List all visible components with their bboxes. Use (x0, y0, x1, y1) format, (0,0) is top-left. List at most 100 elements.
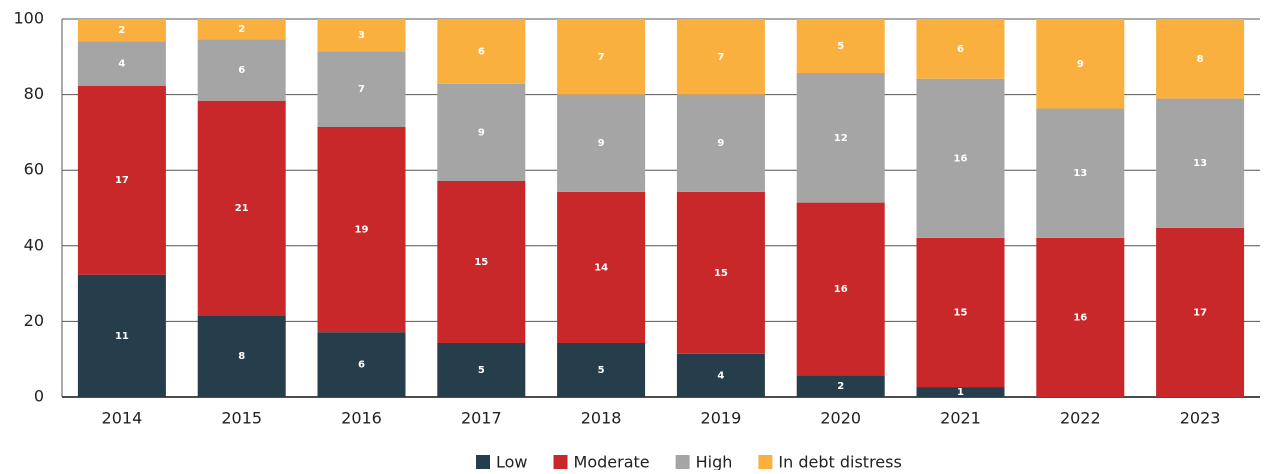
x-tick-label: 2019 (701, 409, 742, 428)
data-label: 7 (717, 52, 724, 63)
data-label: 12 (834, 133, 848, 144)
bar-segment (437, 343, 526, 397)
bar-segment (796, 202, 885, 376)
bar-segment (437, 83, 526, 181)
data-label: 13 (1193, 158, 1207, 169)
data-label: 6 (478, 46, 485, 57)
data-label: 17 (1193, 307, 1207, 318)
bar-segment (317, 19, 406, 52)
y-tick-label: 100 (13, 9, 44, 28)
data-label: 1 (957, 387, 964, 398)
bar-segment (676, 94, 765, 192)
legend-label: High (696, 453, 733, 471)
bar-segment (1036, 108, 1125, 238)
x-tick-label: 2016 (341, 409, 382, 428)
bar-segment (317, 332, 406, 397)
data-label: 9 (717, 138, 724, 149)
bar-segment (916, 19, 1005, 79)
data-label: 11 (115, 331, 129, 342)
data-label: 21 (235, 203, 249, 214)
data-label: 4 (717, 370, 724, 381)
data-label: 5 (598, 365, 605, 376)
data-label: 5 (837, 41, 844, 52)
bar-segment (916, 237, 1005, 388)
data-label: 5 (478, 365, 485, 376)
bar-segment (197, 315, 286, 397)
bar-segment (77, 19, 166, 42)
data-label: 16 (954, 153, 968, 164)
bar-segment (557, 343, 646, 397)
data-label: 17 (115, 175, 129, 186)
bar-segment (197, 100, 286, 316)
legend-swatch (675, 455, 690, 469)
x-tick-label: 2018 (581, 409, 622, 428)
bar-segment (77, 274, 166, 397)
data-label: 16 (1073, 312, 1087, 323)
data-label: 9 (598, 138, 605, 149)
bar-segment (1156, 227, 1245, 397)
legend-label: Low (496, 453, 528, 471)
legend-label: Moderate (574, 453, 650, 471)
y-tick-label: 40 (24, 235, 44, 254)
data-label: 9 (478, 127, 485, 138)
x-tick-label: 2021 (940, 409, 981, 428)
data-label: 14 (594, 262, 608, 273)
bar-segment (916, 387, 1005, 397)
data-label: 8 (238, 351, 245, 362)
legend-label: In debt distress (778, 453, 901, 471)
bar-segment (796, 375, 885, 397)
data-label: 6 (238, 65, 245, 76)
bar-segment (557, 94, 646, 192)
bar-segment (1156, 19, 1245, 99)
bar-segment (676, 191, 765, 354)
bar-segment (77, 41, 166, 86)
bar-segment (1036, 19, 1125, 109)
y-tick-label: 0 (34, 387, 44, 406)
bar-segment (437, 181, 526, 343)
bar-segment (197, 39, 286, 101)
y-tick-label: 60 (24, 160, 44, 179)
data-label: 2 (118, 25, 125, 36)
y-tick-label: 80 (24, 84, 44, 103)
bar-segment (437, 19, 526, 84)
bar-segment (557, 191, 646, 343)
bar-segment (1156, 98, 1245, 228)
data-label: 16 (834, 284, 848, 295)
bar-segment (796, 73, 885, 203)
data-label: 2 (837, 381, 844, 392)
legend-swatch (476, 455, 490, 469)
data-label: 8 (1197, 54, 1204, 65)
bar-segment (317, 51, 406, 127)
x-tick-label: 2017 (461, 409, 502, 428)
x-tick-label: 2015 (221, 409, 262, 428)
data-label: 15 (474, 257, 488, 268)
bar-segment (796, 19, 885, 73)
x-tick-label: 2014 (102, 409, 143, 428)
data-label: 7 (358, 84, 365, 95)
bar-segment (557, 19, 646, 95)
legend-swatch (553, 455, 568, 469)
data-label: 19 (355, 225, 369, 236)
data-label: 15 (714, 268, 728, 279)
data-label: 9 (1077, 59, 1084, 70)
bar-segment (676, 353, 765, 397)
data-label: 3 (358, 30, 365, 41)
data-label: 6 (358, 360, 365, 371)
data-label: 4 (118, 58, 125, 69)
x-tick-label: 2022 (1060, 409, 1101, 428)
x-tick-label: 2023 (1180, 409, 1221, 428)
bar-segment (676, 19, 765, 95)
data-label: 13 (1073, 168, 1087, 179)
data-label: 2 (238, 24, 245, 35)
bar-segment (916, 78, 1005, 238)
bar-segment (77, 85, 166, 275)
x-tick-label: 2020 (820, 409, 861, 428)
legend-swatch (758, 455, 773, 469)
data-label: 6 (957, 44, 964, 55)
bar-segment (317, 127, 406, 333)
data-label: 7 (598, 52, 605, 63)
bar-segment (1036, 237, 1125, 397)
y-tick-label: 20 (24, 311, 44, 330)
bar-segment (197, 19, 286, 40)
